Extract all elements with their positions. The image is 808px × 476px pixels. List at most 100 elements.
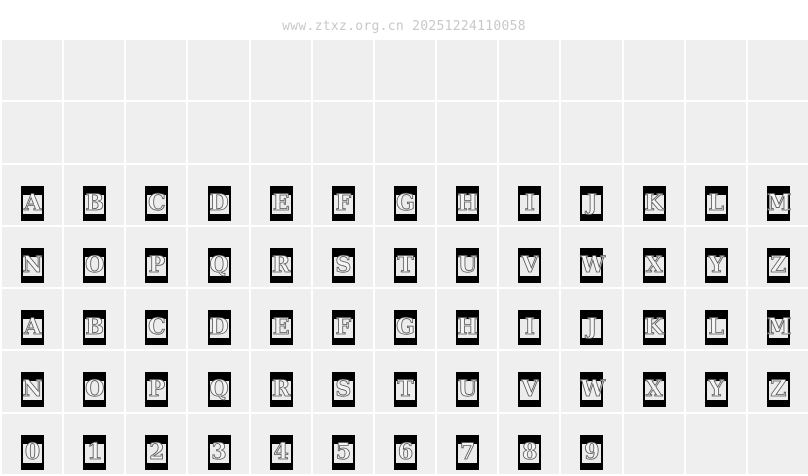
- glyph-sample: Q: [207, 247, 231, 283]
- glyph-sample: P: [145, 247, 169, 283]
- glyph-character: T: [397, 251, 414, 278]
- glyph-cell: I: [499, 164, 560, 225]
- glyph-band: [209, 443, 229, 463]
- glyph-sample: W: [580, 372, 606, 408]
- glyph-character: Z: [770, 376, 787, 403]
- glyph-band: [520, 319, 540, 339]
- glyph-character: C: [148, 189, 166, 216]
- glyph-sample: V: [518, 247, 542, 283]
- glyph-sample: S: [331, 372, 355, 408]
- glyph-cell: C: [126, 164, 187, 225]
- glyph-sample: P: [145, 372, 169, 408]
- glyph-band: [706, 194, 726, 214]
- glyph-sample: 9: [580, 434, 604, 470]
- glyph-sample: 6: [393, 434, 417, 470]
- glyph-band: [458, 381, 478, 401]
- glyph-cell: O: [64, 351, 125, 412]
- glyph-cell: K: [623, 289, 684, 350]
- glyph-character: X: [645, 251, 663, 278]
- glyph-sample: Z: [766, 372, 790, 408]
- glyph-cell: U: [437, 351, 498, 412]
- glyph-cell: V: [499, 351, 560, 412]
- glyph-cell: W: [561, 226, 622, 288]
- glyph-cell: I: [499, 289, 560, 350]
- glyph-cell: K: [623, 164, 684, 225]
- empty-cell: [126, 40, 187, 101]
- glyph-band: [333, 443, 353, 463]
- empty-cell: [623, 40, 684, 101]
- glyph-band: [582, 443, 602, 463]
- glyph-sample: A: [21, 185, 45, 221]
- glyph-character: V: [521, 376, 539, 403]
- empty-cell: [685, 102, 746, 163]
- empty-cell: [499, 40, 560, 101]
- glyph-band: [85, 256, 105, 276]
- glyph-band: [333, 256, 353, 276]
- glyph-cell: P: [126, 226, 187, 288]
- glyph-band: [209, 319, 229, 339]
- glyph-band: [147, 381, 167, 401]
- glyph-band: [458, 443, 478, 463]
- glyph-sample: U: [456, 372, 480, 408]
- glyph-character: J: [586, 314, 598, 341]
- glyph-sample: X: [642, 247, 666, 283]
- glyph-sample: X: [642, 372, 666, 408]
- empty-cell: [747, 102, 808, 163]
- glyph-cell: 5: [312, 413, 373, 474]
- glyph-cell: 1: [64, 413, 125, 474]
- glyph-character: S: [335, 376, 352, 403]
- glyph-cell: Z: [747, 351, 808, 412]
- glyph-character: 3: [211, 438, 227, 465]
- glyph-band: [23, 319, 43, 339]
- glyph-band: [23, 381, 43, 401]
- empty-cell: [437, 102, 498, 163]
- glyph-sample: 0: [21, 434, 45, 470]
- glyph-sample: U: [456, 247, 480, 283]
- empty-cell: [499, 102, 560, 163]
- glyph-cell: P: [126, 351, 187, 412]
- glyph-band: [582, 319, 602, 339]
- glyph-sample: K: [642, 185, 666, 221]
- glyph-sample: J: [580, 185, 604, 221]
- glyph-sample: F: [331, 310, 355, 346]
- glyph-sample: 1: [83, 434, 107, 470]
- glyph-band: [209, 194, 229, 214]
- glyph-band: [768, 381, 788, 401]
- glyph-sample: R: [269, 372, 293, 408]
- glyph-band: [706, 256, 726, 276]
- glyph-cell: M: [747, 164, 808, 225]
- glyph-cell: 8: [499, 413, 560, 474]
- glyph-cell: 6: [374, 413, 436, 474]
- glyph-cell: F: [312, 164, 373, 225]
- glyph-band: [458, 319, 478, 339]
- glyph-band: [644, 381, 664, 401]
- glyph-sample: H: [456, 185, 480, 221]
- glyph-character: A: [24, 314, 42, 341]
- glyph-sample: C: [145, 310, 169, 346]
- glyph-band: [644, 256, 664, 276]
- glyph-band: [333, 319, 353, 339]
- glyph-band: [85, 381, 105, 401]
- empty-cell: [188, 102, 249, 163]
- glyph-sample: J: [580, 310, 604, 346]
- glyph-character: 1: [87, 438, 103, 465]
- glyph-cell: Y: [685, 351, 746, 412]
- glyph-cell: M: [747, 289, 808, 350]
- empty-cell: [561, 40, 622, 101]
- glyph-character: F: [335, 189, 352, 216]
- glyph-cell: X: [623, 226, 684, 288]
- glyph-sample: G: [393, 185, 417, 221]
- glyph-sample: Y: [704, 372, 728, 408]
- empty-cell: [623, 102, 684, 163]
- glyph-cell: B: [64, 164, 125, 225]
- glyph-sample: 2: [145, 434, 169, 470]
- glyph-band: [582, 256, 602, 276]
- glyph-cell: 4: [250, 413, 311, 474]
- glyph-character: Y: [708, 376, 725, 403]
- glyph-character: U: [458, 376, 478, 403]
- glyph-sample: N: [21, 372, 45, 408]
- glyph-character: N: [22, 251, 43, 278]
- glyph-sample: 3: [207, 434, 231, 470]
- glyph-band: [395, 256, 415, 276]
- glyph-character: 6: [397, 438, 414, 465]
